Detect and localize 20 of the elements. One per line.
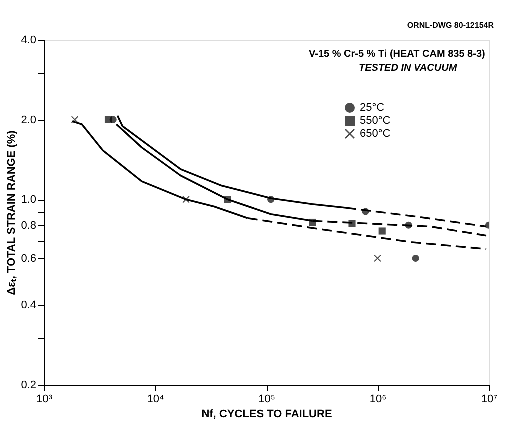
annotation: V-15 % Cr-5 % Ti (HEAT CAM 835 8-3): [309, 49, 486, 60]
y-tick-label: 0.4: [21, 300, 36, 312]
legend-label: 550°C: [360, 115, 391, 127]
legend-label: 25°C: [360, 102, 385, 114]
legend-label: 650°C: [360, 128, 391, 140]
annotation: TESTED IN VACUUM: [359, 63, 458, 74]
y-tick-label: 0.6: [21, 252, 36, 265]
y-tick-label: 2.0: [21, 114, 36, 126]
x-axis-title: Nf, CYCLES TO FAILURE: [202, 408, 332, 420]
x-tick-label: 10⁶: [370, 394, 387, 406]
y-tick-label: 4.0: [21, 34, 36, 46]
x-tick-label: 10⁷: [481, 394, 498, 406]
y-tick-label: 1.0: [21, 194, 36, 206]
y-tick-label: 0.8: [21, 220, 36, 232]
x-tick-label: 10⁴: [147, 394, 164, 406]
text: ORNL-DWG 80-12154R: [407, 21, 494, 30]
x-tick-label: 10³: [36, 394, 53, 406]
y-axis-title: Δεₜ, TOTAL STRAIN RANGE (%): [6, 130, 18, 296]
x-tick-label: 10⁵: [258, 394, 276, 406]
y-tick-label: 0.2: [21, 380, 36, 392]
